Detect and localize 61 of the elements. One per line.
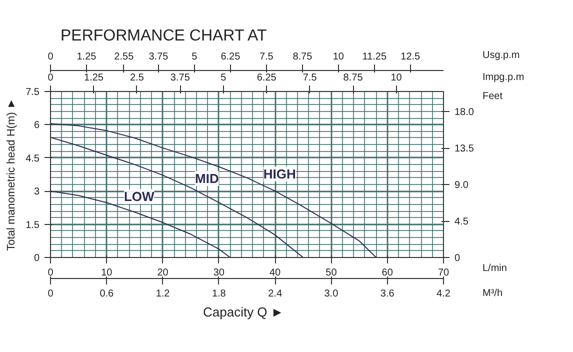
x2-tick-label: 1.25 <box>76 52 97 62</box>
text: 0 <box>48 72 54 84</box>
y-axis-title: Total manometric head H(m) ► <box>6 98 18 251</box>
x2-tick-label: 11.25 <box>362 52 387 62</box>
x-tick-label: 40 <box>270 268 282 278</box>
x-tick-label: 60 <box>382 268 394 278</box>
text: 1.2 <box>156 288 170 300</box>
x-tick-label: 70 <box>438 268 450 278</box>
text: 2.4 <box>268 288 282 300</box>
text: Impg.p.m <box>482 72 524 83</box>
y-tick-label: 6 <box>34 120 40 132</box>
text: 3.0 <box>324 288 339 300</box>
text: 3.75 <box>170 72 190 84</box>
text: 4.2 <box>436 288 451 300</box>
text: 3.6 <box>380 288 395 300</box>
x2-tick-label: 8.75 <box>292 52 313 62</box>
y2-axis-title: Feet <box>482 91 503 102</box>
x2-tick-label: 3.75 <box>148 52 169 62</box>
x2-tick-label: 12.5 <box>400 52 421 62</box>
x2-tick-label: 0 <box>48 52 54 62</box>
text: 5 <box>220 72 227 84</box>
x-tick-label: 0 <box>48 268 54 278</box>
line-series <box>50 123 377 258</box>
y2-tick-label: 18.0 <box>454 107 474 118</box>
text: Capacity Q ► <box>203 304 284 320</box>
y-tick-label: 4.5 <box>26 153 40 164</box>
line-series <box>50 190 231 258</box>
series-label: MID <box>195 171 219 186</box>
x2-tick-label: 6.25 <box>220 52 241 62</box>
y-tick-label: 0 <box>34 253 40 264</box>
x2-tick-label: 5 <box>192 52 198 62</box>
x2-tick-label: 10 <box>332 52 344 62</box>
y2-tick-label: 13.5 <box>454 144 474 155</box>
y2-tick-label: 4.5 <box>454 216 469 228</box>
text: 8.75 <box>343 72 364 84</box>
chart-title: PERFORMANCE CHART AT <box>60 28 267 44</box>
x2-tick-label: 7.5 <box>259 52 274 62</box>
y-tick-label: 7.5 <box>26 87 40 98</box>
text: 1.25 <box>84 72 104 84</box>
text: 6.25 <box>256 72 277 84</box>
text: 2.5 <box>130 72 144 84</box>
x2-axis-title: Usg.p.m <box>482 50 520 61</box>
text: 7.5 <box>302 72 318 84</box>
x-tick-label: 20 <box>157 268 169 278</box>
x-tick-label: 10 <box>101 268 113 278</box>
x2-tick-label: 2.55 <box>114 52 134 62</box>
text: 0.6 <box>100 288 114 300</box>
x-tick-label: 50 <box>326 268 338 278</box>
y2-tick-label: 9.0 <box>454 180 469 192</box>
line-series <box>50 136 304 258</box>
text: 1.8 <box>212 288 226 300</box>
x-axis-title: L/min <box>482 263 507 274</box>
text: 0 <box>48 288 54 300</box>
series-label: LOW <box>124 189 156 204</box>
text: M³/h <box>482 288 502 299</box>
text: 10 <box>390 72 402 84</box>
y2-tick-label: 0 <box>454 253 460 264</box>
y-tick-label: 3 <box>34 186 40 198</box>
series-label: HIGH <box>263 166 296 182</box>
y-tick-label: 1.5 <box>26 220 40 231</box>
x-tick-label: 30 <box>213 268 225 278</box>
